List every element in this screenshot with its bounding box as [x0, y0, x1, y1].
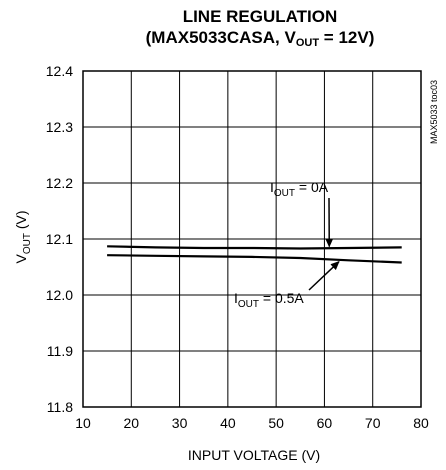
label-0a-suffix: = 0A: [295, 179, 329, 195]
x-tick-label: 30: [172, 415, 188, 431]
y-tick-label: 12.0: [46, 287, 73, 303]
series-line-1: [107, 254, 402, 264]
plot-border: [82, 70, 422, 408]
series-label-05a: IOUT = 0.5A: [234, 290, 304, 310]
x-tick-label: 60: [317, 415, 333, 431]
label-05a-sub: OUT: [238, 299, 259, 310]
subtitle-sub: OUT: [295, 37, 320, 49]
series-lines: [107, 245, 402, 264]
y-tick-label: 12.2: [46, 175, 73, 191]
grid-lines: [83, 71, 421, 407]
tick-labels: 10 20 30 40 50 60 70 80 12.4 12.3 12.2 12.1 12.0 11.9…: [46, 63, 429, 431]
y-tick-label: 12.3: [46, 119, 73, 135]
side-label: MAX5033 toc03: [429, 80, 439, 144]
x-tick-label: 70: [365, 415, 381, 431]
x-tick-label: 80: [413, 415, 429, 431]
y-label-sub: OUT: [22, 233, 33, 254]
label-0a-sub: OUT: [274, 188, 295, 199]
y-tick-label: 11.9: [47, 343, 73, 359]
x-axis-label: INPUT VOLTAGE (V): [188, 447, 320, 463]
label-0a-main: I: [270, 179, 274, 195]
label-05a-main: I: [234, 290, 238, 306]
arrow-05a: [308, 261, 340, 291]
x-tick-label: 40: [220, 415, 236, 431]
y-tick-label: 12.4: [46, 63, 73, 79]
x-tick-label: 20: [123, 415, 139, 431]
x-tick-label: 50: [268, 415, 284, 431]
label-05a-suffix: = 0.5A: [259, 290, 304, 306]
series-line-0: [107, 245, 402, 250]
annotations: [308, 197, 340, 291]
subtitle-prefix: (MAX5033CASA, V: [145, 28, 296, 47]
chart-title: LINE REGULATION: [182, 7, 338, 26]
y-axis-label: VOUT (V): [13, 210, 33, 263]
x-tick-label: 10: [75, 415, 91, 431]
subtitle-suffix: = 12V): [319, 28, 375, 47]
y-tick-label: 12.1: [46, 231, 73, 247]
y-label-suffix: (V): [13, 210, 29, 233]
y-label-main: V: [13, 254, 29, 264]
series-label-0a: IOUT = 0A: [270, 179, 329, 199]
y-tick-label: 11.8: [47, 399, 73, 415]
chart-subtitle: (MAX5033CASA, VOUT = 12V): [80, 28, 440, 53]
